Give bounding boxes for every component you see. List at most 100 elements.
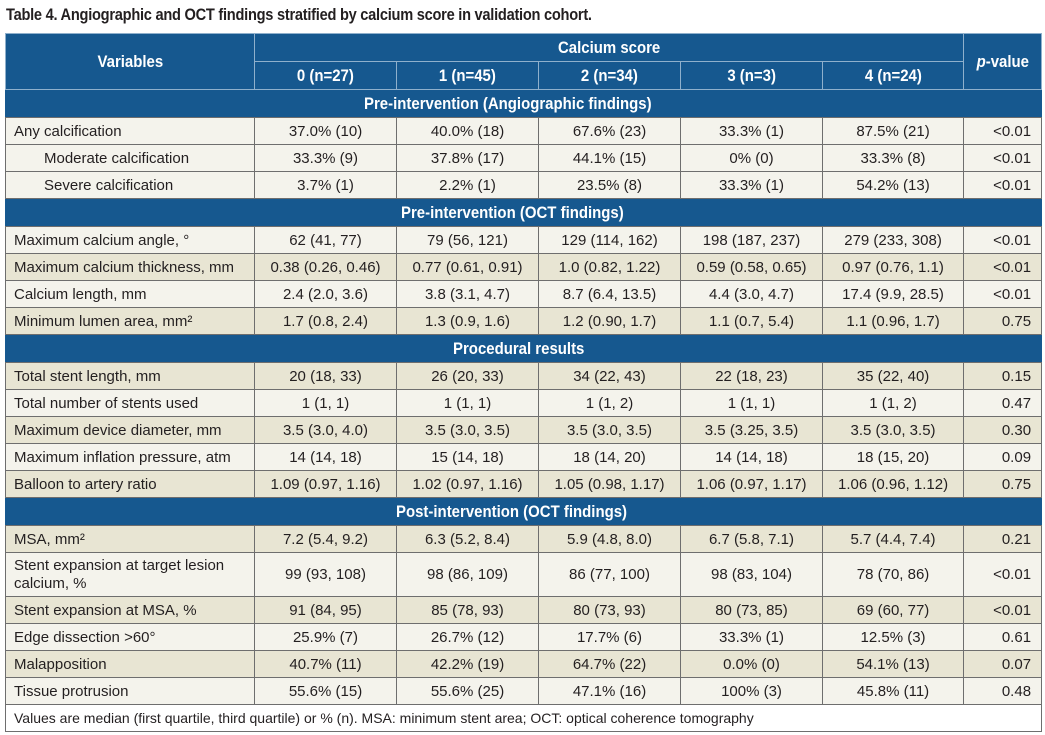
row-label: Maximum calcium angle, ° [5, 226, 255, 254]
row-label: Maximum inflation pressure, atm [5, 443, 255, 471]
cell-p-value: 0.61 [963, 623, 1043, 651]
cell-score-4: 12.5% (3) [821, 623, 965, 651]
cell-score-2: 1.2 (0.90, 1.7) [538, 307, 681, 335]
cell-p-value: 0.21 [963, 525, 1043, 553]
header-score-0: 0 (n=27) [254, 61, 397, 90]
cell-score-0: 1 (1, 1) [254, 389, 397, 417]
cell-score-2: 1.0 (0.82, 1.22) [538, 253, 681, 281]
cell-score-0: 33.3% (9) [254, 144, 397, 172]
cell-score-3: 80 (73, 85) [680, 596, 823, 624]
cell-score-2: 47.1% (16) [538, 677, 681, 705]
table-row: Malapposition 40.7% (11) 42.2% (19) 64.7% (… [5, 650, 1043, 678]
cell-score-4: 78 (70, 86) [821, 552, 965, 597]
cell-score-1: 3.8 (3.1, 4.7) [396, 280, 539, 308]
cell-score-0: 14 (14, 18) [254, 443, 397, 471]
row-label: Total stent length, mm [5, 362, 255, 390]
cell-score-3: 1 (1, 1) [680, 389, 823, 417]
section-title: Post-intervention (OCT findings) [4, 497, 1043, 526]
cell-score-4: 87.5% (21) [821, 117, 965, 145]
table-row: Maximum device diameter, mm 3.5 (3.0, 4.0… [5, 416, 1043, 444]
cell-score-3: 22 (18, 23) [680, 362, 823, 390]
cell-score-4: 35 (22, 40) [821, 362, 965, 390]
cell-score-1: 26 (20, 33) [396, 362, 539, 390]
cell-p-value: <0.01 [963, 280, 1043, 308]
cell-score-4: 5.7 (4.4, 7.4) [821, 525, 965, 553]
cell-score-3: 198 (187, 237) [680, 226, 823, 254]
cell-score-0: 7.2 (5.4, 9.2) [254, 525, 397, 553]
cell-p-value: <0.01 [963, 253, 1043, 281]
cell-score-4: 54.1% (13) [821, 650, 965, 678]
cell-score-4: 1 (1, 2) [821, 389, 965, 417]
table-row: Maximum calcium thickness, mm 0.38 (0.26,… [5, 253, 1043, 281]
cell-score-1: 55.6% (25) [396, 677, 539, 705]
cell-score-2: 1 (1, 2) [538, 389, 681, 417]
table-row: Calcium length, mm 2.4 (2.0, 3.6) 3.8 (3.1… [5, 280, 1043, 308]
cell-score-1: 40.0% (18) [396, 117, 539, 145]
cell-score-3: 1.06 (0.97, 1.17) [680, 470, 823, 498]
section-title-text: Pre-intervention (OCT findings) [400, 202, 624, 222]
cell-score-4: 1.06 (0.96, 1.12) [821, 470, 965, 498]
row-label: Malapposition [5, 650, 255, 678]
header-variables: Variables [5, 33, 255, 90]
cell-score-2: 86 (77, 100) [538, 552, 681, 597]
cell-score-1: 1.02 (0.97, 1.16) [396, 470, 539, 498]
row-label: Minimum lumen area, mm² [5, 307, 255, 335]
cell-score-3: 6.7 (5.8, 7.1) [680, 525, 823, 553]
cell-score-1: 2.2% (1) [396, 171, 539, 199]
header-calcium-score: Calcium score [253, 33, 965, 62]
cell-p-value: 0.07 [963, 650, 1043, 678]
cell-p-value: 0.09 [963, 443, 1043, 471]
cell-score-4: 33.3% (8) [821, 144, 965, 172]
cell-score-1: 1 (1, 1) [396, 389, 539, 417]
cell-score-4: 69 (60, 77) [821, 596, 965, 624]
cell-score-1: 98 (86, 109) [396, 552, 539, 597]
table-body: Pre-intervention (Angiographic findings)… [4, 89, 1043, 732]
row-label: Stent expansion at MSA, % [5, 596, 255, 624]
cell-score-3: 0% (0) [680, 144, 823, 172]
section-header-row: Procedural results [4, 334, 1043, 363]
row-label: Total number of stents used [5, 389, 255, 417]
section-title-text: Post-intervention (OCT findings) [396, 501, 628, 521]
table-title: Table 4. Angiographic and OCT findings s… [6, 5, 592, 24]
row-label: Maximum calcium thickness, mm [5, 253, 255, 281]
cell-score-3: 3.5 (3.25, 3.5) [680, 416, 823, 444]
cell-score-2: 1.05 (0.98, 1.17) [538, 470, 681, 498]
cell-score-3: 98 (83, 104) [680, 552, 823, 597]
table-row: Any calcification 37.0% (10) 40.0% (18) 67.… [5, 117, 1043, 145]
header-score-3: 3 (n=3) [680, 61, 823, 90]
cell-p-value: <0.01 [963, 144, 1043, 172]
row-label: Edge dissection >60° [5, 623, 255, 651]
cell-p-value: 0.30 [963, 416, 1043, 444]
cell-score-3: 33.3% (1) [680, 117, 823, 145]
table-row: MSA, mm² 7.2 (5.4, 9.2) 6.3 (5.2, 8.4) 5.9 … [5, 525, 1043, 553]
cell-score-2: 64.7% (22) [538, 650, 681, 678]
table-row: Minimum lumen area, mm² 1.7 (0.8, 2.4) 1.3… [5, 307, 1043, 335]
cell-score-0: 3.5 (3.0, 4.0) [254, 416, 397, 444]
cell-score-2: 5.9 (4.8, 8.0) [538, 525, 681, 553]
cell-p-value: <0.01 [963, 226, 1043, 254]
table-row: Maximum calcium angle, ° 62 (41, 77) 79 (5… [5, 226, 1043, 254]
section-title-text: Procedural results [452, 338, 585, 358]
cell-p-value: 0.75 [963, 307, 1043, 335]
cell-score-3: 100% (3) [680, 677, 823, 705]
cell-score-4: 54.2% (13) [821, 171, 965, 199]
cell-score-3: 4.4 (3.0, 4.7) [680, 280, 823, 308]
cell-score-3: 33.3% (1) [680, 171, 823, 199]
cell-score-1: 85 (78, 93) [396, 596, 539, 624]
cell-score-3: 33.3% (1) [680, 623, 823, 651]
table-row: Severe calcification 3.7% (1) 2.2% (1) 23.5… [5, 171, 1043, 199]
cell-score-3: 0.0% (0) [680, 650, 823, 678]
table-row: Maximum inflation pressure, atm 14 (14, 1… [5, 443, 1043, 471]
cell-score-4: 1.1 (0.96, 1.7) [821, 307, 965, 335]
table-row: Total number of stents used 1 (1, 1) 1 (1,… [5, 389, 1043, 417]
cell-score-1: 3.5 (3.0, 3.5) [396, 416, 539, 444]
section-title: Pre-intervention (Angiographic findings) [4, 89, 1043, 118]
cell-score-0: 37.0% (10) [254, 117, 397, 145]
cell-score-2: 80 (73, 93) [538, 596, 681, 624]
cell-score-2: 34 (22, 43) [538, 362, 681, 390]
cell-p-value: 0.15 [963, 362, 1043, 390]
section-title: Pre-intervention (OCT findings) [4, 198, 1043, 227]
cell-score-0: 55.6% (15) [254, 677, 397, 705]
cell-p-value: 0.75 [963, 470, 1043, 498]
table-row: Stent expansion at target lesion calcium… [5, 552, 1043, 597]
